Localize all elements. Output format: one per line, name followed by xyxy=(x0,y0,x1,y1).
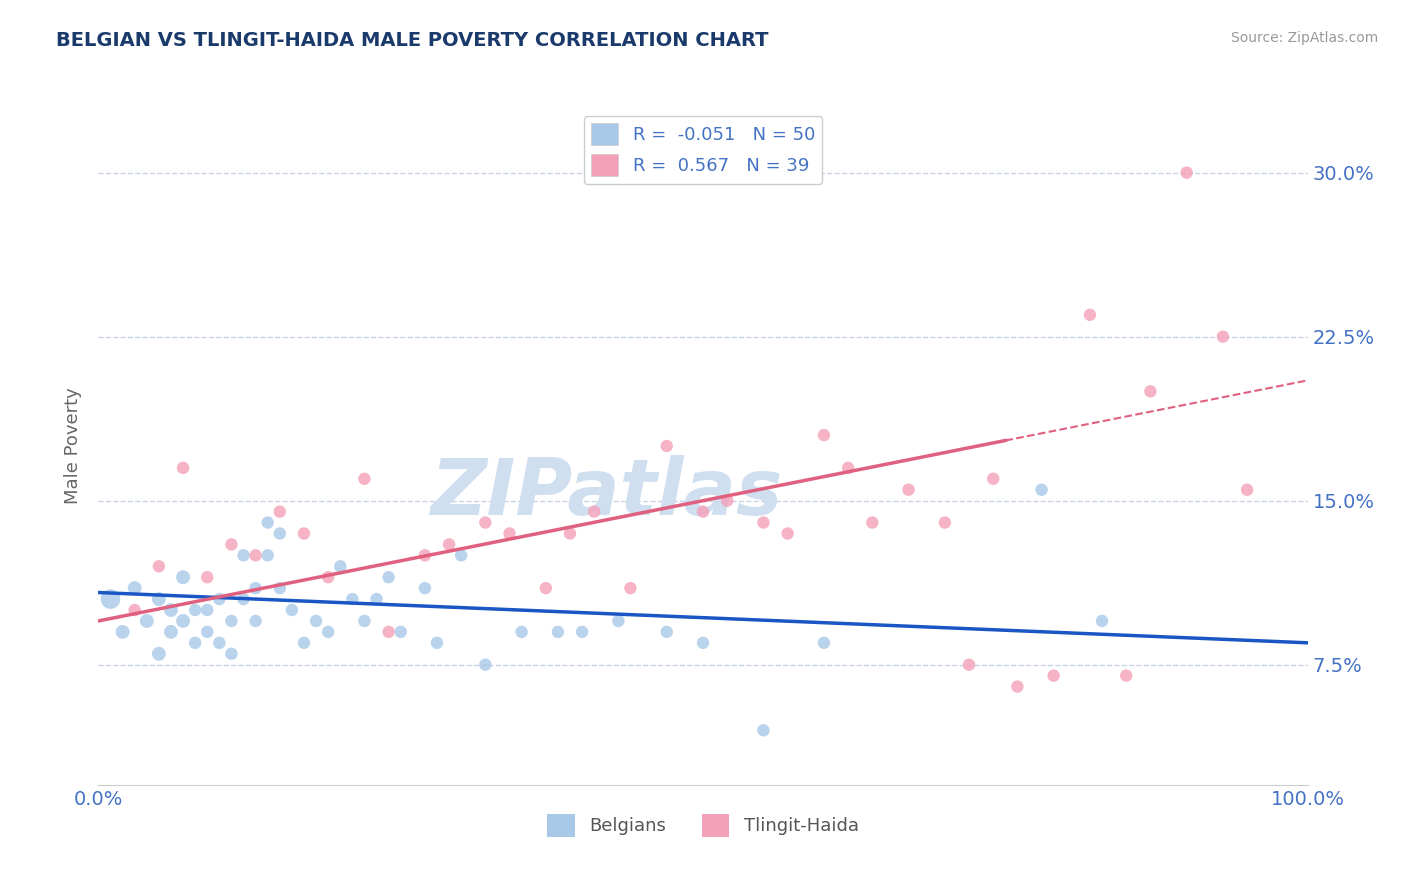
Point xyxy=(558,526,581,541)
Point xyxy=(184,636,207,650)
Point xyxy=(172,461,194,475)
Text: Source: ZipAtlas.com: Source: ZipAtlas.com xyxy=(1230,31,1378,45)
Point xyxy=(957,657,980,672)
Point xyxy=(571,624,593,639)
Point xyxy=(1212,329,1234,343)
Point xyxy=(776,526,799,541)
Point xyxy=(837,461,859,475)
Point xyxy=(256,549,278,563)
Point xyxy=(450,549,472,563)
Point xyxy=(184,603,207,617)
Point xyxy=(160,603,183,617)
Point xyxy=(716,493,738,508)
Text: BELGIAN VS TLINGIT-HAIDA MALE POVERTY CORRELATION CHART: BELGIAN VS TLINGIT-HAIDA MALE POVERTY CO… xyxy=(56,31,769,50)
Point xyxy=(752,516,775,530)
Point xyxy=(377,570,399,584)
Point xyxy=(342,592,364,607)
Point xyxy=(813,636,835,650)
Point xyxy=(547,624,569,639)
Point xyxy=(474,657,496,672)
Point xyxy=(692,505,714,519)
Point xyxy=(148,647,170,661)
Point xyxy=(389,624,412,639)
Point xyxy=(607,614,630,628)
Point xyxy=(1007,680,1029,694)
Point xyxy=(437,537,460,551)
Point xyxy=(172,570,194,584)
Point xyxy=(195,570,218,584)
Point xyxy=(1175,166,1198,180)
Point xyxy=(692,636,714,650)
Point xyxy=(366,592,388,607)
Point xyxy=(305,614,328,628)
Point xyxy=(474,516,496,530)
Point xyxy=(221,537,243,551)
Point xyxy=(510,624,533,639)
Point xyxy=(135,614,157,628)
Point xyxy=(221,614,243,628)
Point xyxy=(232,592,254,607)
Point xyxy=(813,428,835,442)
Point xyxy=(100,592,122,607)
Point xyxy=(195,624,218,639)
Point xyxy=(377,624,399,639)
Point xyxy=(269,581,291,595)
Point xyxy=(245,614,267,628)
Point xyxy=(353,614,375,628)
Point xyxy=(498,526,520,541)
Point xyxy=(111,624,134,639)
Point xyxy=(752,723,775,738)
Point xyxy=(1091,614,1114,628)
Point xyxy=(583,505,606,519)
Point xyxy=(124,603,146,617)
Point xyxy=(655,624,678,639)
Point xyxy=(1236,483,1258,497)
Point xyxy=(619,581,641,595)
Y-axis label: Male Poverty: Male Poverty xyxy=(65,388,83,504)
Point xyxy=(1078,308,1101,322)
Point xyxy=(1042,668,1064,682)
Point xyxy=(413,581,436,595)
Point xyxy=(426,636,449,650)
Point xyxy=(221,647,243,661)
Point xyxy=(160,624,183,639)
Point xyxy=(292,526,315,541)
Point xyxy=(1115,668,1137,682)
Point xyxy=(860,516,883,530)
Point xyxy=(981,472,1004,486)
Text: ZIPatlas: ZIPatlas xyxy=(430,456,782,532)
Point xyxy=(148,592,170,607)
Point xyxy=(534,581,557,595)
Point xyxy=(897,483,920,497)
Point xyxy=(269,505,291,519)
Legend: Belgians, Tlingit-Haida: Belgians, Tlingit-Haida xyxy=(540,807,866,844)
Point xyxy=(232,549,254,563)
Point xyxy=(269,526,291,541)
Point xyxy=(316,570,339,584)
Point xyxy=(316,624,339,639)
Point xyxy=(148,559,170,574)
Point xyxy=(292,636,315,650)
Point xyxy=(208,592,231,607)
Point xyxy=(256,516,278,530)
Point xyxy=(1139,384,1161,399)
Point xyxy=(934,516,956,530)
Point xyxy=(353,472,375,486)
Point xyxy=(208,636,231,650)
Point xyxy=(329,559,352,574)
Point xyxy=(195,603,218,617)
Point xyxy=(413,549,436,563)
Point xyxy=(245,549,267,563)
Point xyxy=(281,603,304,617)
Point xyxy=(1031,483,1053,497)
Point xyxy=(124,581,146,595)
Point xyxy=(172,614,194,628)
Point xyxy=(655,439,678,453)
Point xyxy=(245,581,267,595)
